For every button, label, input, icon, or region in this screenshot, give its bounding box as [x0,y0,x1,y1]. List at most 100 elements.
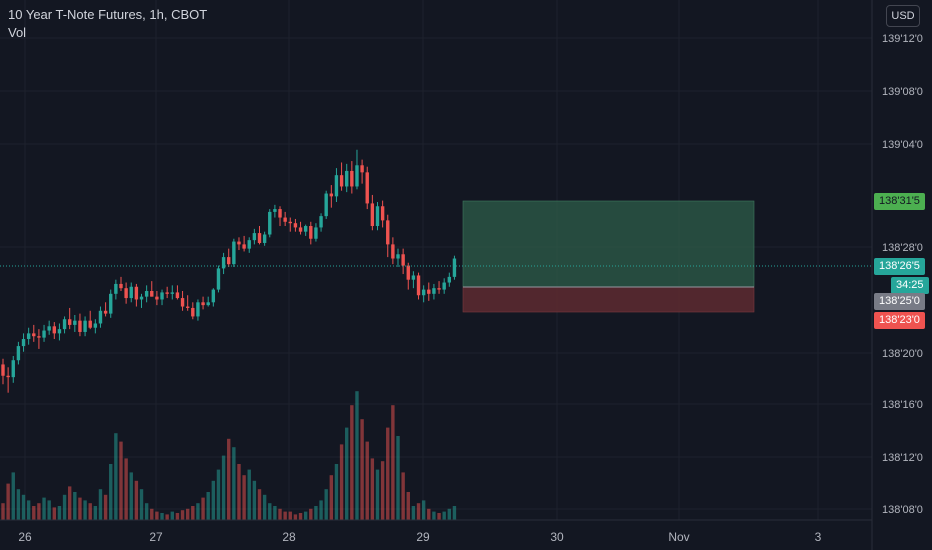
candle-body [139,296,144,300]
volume-bar [262,494,267,520]
volume-bar [78,497,82,520]
candle-body [355,165,359,187]
volume-bar [427,508,431,520]
price-tick-label: 138'12'0 [882,452,923,464]
time-tick-label: 28 [282,530,296,544]
volume-bar [360,419,364,520]
candle-body [216,268,221,290]
volume-bar [83,500,87,520]
candle-body [278,209,282,218]
candle-body [396,254,400,259]
volume-bar [447,508,452,520]
candle-body [375,206,380,227]
price-tick-label: 138'28'0 [882,242,923,254]
candle-body [314,227,318,239]
candle-body [319,216,323,228]
time-tick-label: 3 [815,530,822,544]
candle-body [411,275,416,280]
candle-body [365,172,369,204]
volume-bar [88,503,92,520]
candle-body [309,226,313,239]
candle-body [252,233,257,241]
candle-body [257,233,262,243]
candle-body [170,292,174,294]
candle-body [211,289,216,303]
candle-body [180,298,185,307]
candle-body [57,329,62,334]
candle-body [227,257,231,265]
candle-body [52,326,56,334]
volume-bar [421,500,426,520]
volume-bar [452,506,457,520]
volume-bar [144,503,149,520]
candle-body [432,288,436,294]
volume-bar [62,494,67,520]
volume-bar [221,455,226,520]
volume-bar [242,475,246,520]
volume-bar [380,461,385,520]
price-tick-label: 138'20'0 [882,348,923,360]
volume-bar [339,444,344,520]
currency-button[interactable]: USD [886,5,920,27]
candle-body [160,292,164,300]
volume-bar [401,472,405,520]
candle-body [6,375,10,378]
volume-bar [432,511,436,520]
candle-body [268,211,272,235]
candle-body [114,283,118,294]
candle-body [88,320,92,328]
volume-bar [73,492,77,520]
volume-bar [211,480,216,520]
volume-bar [155,511,159,520]
candle-body [62,319,67,330]
candle-body [119,283,123,289]
volume-bar [303,511,308,520]
candle-body [109,293,113,314]
volume-bar [324,489,328,520]
candle-body [83,320,87,332]
candle-body [416,275,421,296]
volume-bar [114,433,118,520]
last-price-tag: 138'26'5 [874,258,925,275]
volume-bar [309,508,313,520]
candle-body [150,291,154,297]
candle-body [134,286,139,300]
loss-zone[interactable] [462,286,755,313]
candle-body [370,203,375,227]
volume-bar [57,506,62,520]
candle-body [262,234,267,243]
profit-zone[interactable] [462,200,755,288]
volume-bar [26,500,31,520]
volume-bar [103,494,108,520]
candle-body [283,217,287,222]
volume-bar [47,500,51,520]
candle-body [201,302,205,306]
candle-body [324,193,328,217]
volume-label[interactable]: Vol [8,25,27,40]
volume-bar [216,469,221,520]
candle-body [129,286,133,299]
position-tool[interactable] [462,200,755,313]
symbol-title[interactable]: 10 Year T-Note Futures, 1h, CBOT [8,7,208,22]
price-axis[interactable]: 139'12'0 139'08'0 139'04'0 138'28'0 138'20'0… [871,0,923,550]
volume-bar [109,464,113,520]
time-tick-label: Nov [668,530,689,544]
price-tick-label: 139'04'0 [882,139,923,151]
time-axis[interactable]: 26 27 28 29 30 Nov 3 [0,519,872,544]
volume-bar [278,508,282,520]
candle-body [16,346,21,361]
volume-bar [180,510,185,520]
candle-body [175,292,180,299]
candle-body [1,364,5,376]
time-tick-label: 26 [18,530,32,544]
candle-body [93,323,98,328]
candle-body [155,296,159,300]
candle-body [339,175,344,187]
volume-bar [191,506,195,520]
candle-body [334,175,339,197]
volume-bar [442,511,446,520]
volume-bar [165,514,169,520]
volume-bar [139,489,144,520]
volume-bar [37,503,41,520]
